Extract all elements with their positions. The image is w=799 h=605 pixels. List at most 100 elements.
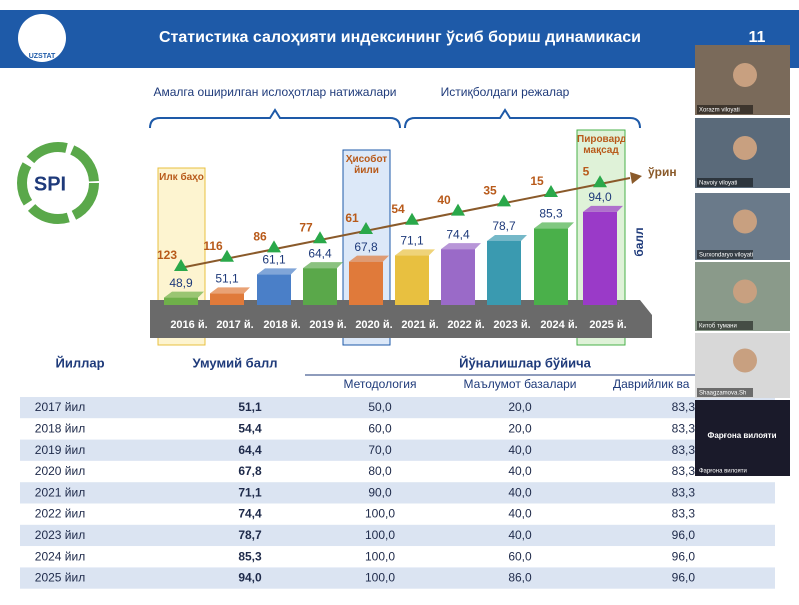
- spi-text: SPI: [34, 173, 66, 195]
- table-header: Умумий балл: [193, 355, 278, 370]
- report-label: Ҳисобот йили: [345, 154, 388, 176]
- name-tag: [697, 388, 753, 397]
- x-tick-label: 2024 й.: [540, 319, 577, 331]
- rank-label: 35: [483, 184, 497, 198]
- past-label: Амалга оширилган ислоҳотлар натижалари: [153, 85, 396, 99]
- rank-label: 86: [253, 230, 267, 244]
- table-row: [20, 397, 775, 419]
- rank-marker: [220, 249, 234, 262]
- bar: [257, 274, 291, 305]
- table-cell: 83,3: [672, 443, 696, 457]
- table-cell: 54,4: [238, 421, 262, 435]
- table-subheader: Маълумот базалари: [463, 377, 576, 391]
- logo: [18, 14, 66, 62]
- participant-name: Фарғона вилояти: [699, 469, 747, 475]
- table-row: [20, 439, 775, 461]
- value-label: 61,1: [262, 253, 286, 267]
- bar: [441, 249, 475, 305]
- first-fo: Илк баҳо: [159, 172, 204, 183]
- bar: [210, 293, 244, 305]
- x-tick-label: 2022 й.: [447, 319, 484, 331]
- table-cell: 96,0: [672, 571, 696, 585]
- value-label: 64,4: [308, 246, 332, 260]
- table-header: Йиллар: [55, 355, 104, 370]
- participant-face: [733, 348, 757, 373]
- x-tick-label: 2017 й.: [216, 319, 253, 331]
- table-row: [20, 418, 775, 440]
- table-cell: 83,3: [672, 464, 696, 478]
- table-cell: 70,0: [368, 443, 392, 457]
- value-label: 85,3: [539, 207, 563, 221]
- table-cell: 94,0: [238, 571, 262, 585]
- participant-face: [733, 279, 757, 304]
- table-row: [20, 567, 775, 589]
- bar-top: [257, 268, 297, 275]
- table-cell: 67,8: [238, 464, 262, 478]
- participant-name: Shaagzamova.Sh: [699, 391, 746, 397]
- x-tick-label: 2018 й.: [263, 319, 300, 331]
- table-cell: 20,0: [508, 400, 532, 414]
- table-subheader: Методология: [344, 377, 417, 391]
- x-tick-label: 2020 й.: [355, 319, 392, 331]
- brace: [149, 108, 401, 129]
- rank-label: 54: [391, 202, 405, 216]
- name-tag: [697, 321, 753, 330]
- participant-name: Navoiy viloyati: [699, 181, 737, 187]
- bar-top: [534, 222, 574, 229]
- spi-ring: [17, 142, 99, 224]
- bar: [534, 228, 568, 305]
- name-tag: [697, 178, 753, 187]
- rank-marker: [359, 222, 373, 234]
- participant-face: [733, 136, 757, 160]
- table-cell: 50,0: [368, 400, 392, 414]
- rank-marker: [405, 212, 419, 225]
- bar-top: [210, 287, 250, 294]
- table-cell: 2020 йил: [35, 464, 85, 478]
- bar-top: [487, 234, 527, 241]
- table-cell: 64,4: [238, 443, 262, 457]
- x-tick-label: 2023 й.: [493, 319, 530, 331]
- table-cell: 2022 йил: [35, 507, 85, 521]
- x-tick-label: 2025 й.: [589, 319, 626, 331]
- table-cell: 100,0: [365, 528, 395, 542]
- table-cell: 40,0: [508, 485, 532, 499]
- rank-label: 40: [437, 193, 451, 207]
- value-label: 94,0: [588, 190, 612, 204]
- table-header: Йўналишлар бўйича: [459, 355, 592, 370]
- value-label: 51,1: [215, 272, 239, 286]
- table-cell: 2021 йил: [35, 485, 85, 499]
- bar-top: [441, 243, 481, 250]
- bar: [583, 211, 617, 305]
- value-label: 71,1: [400, 234, 424, 248]
- goal-label: Пировард мақсад: [577, 134, 625, 156]
- page-number: 11: [749, 29, 766, 46]
- table-cell: 100,0: [365, 571, 395, 585]
- bar: [395, 255, 429, 305]
- brace: [404, 108, 641, 129]
- table-cell: 96,0: [672, 549, 696, 563]
- table-row: [20, 482, 775, 504]
- bar-top: [349, 255, 389, 262]
- bar-top: [164, 291, 204, 298]
- logo-text: UZSTAT: [29, 53, 56, 60]
- table-row: [20, 460, 775, 483]
- table-cell: 51,1: [238, 400, 262, 414]
- bar-top: [583, 205, 623, 212]
- value-label: 78,7: [492, 219, 516, 233]
- table-cell: 86,0: [508, 571, 532, 585]
- name-tag: [697, 105, 753, 114]
- participant-name: Фарғона вилояти: [708, 431, 777, 440]
- table-cell: 83,3: [672, 421, 696, 435]
- table-cell: 2017 йил: [35, 400, 85, 414]
- rank-label: 5: [583, 164, 590, 178]
- name-tag: [697, 250, 753, 259]
- first-label: Илк баҳо: [159, 172, 204, 183]
- arrow-head: [630, 172, 642, 184]
- x-tick-label: 2016 й.: [170, 319, 207, 331]
- bar: [303, 268, 337, 305]
- table-rows: 2017 йил 51,1 50,0 20,0 83,3 2018 йил 54,4 60,0…: [20, 397, 775, 589]
- rank-label: 77: [299, 220, 313, 234]
- table-cell: 83,3: [672, 485, 696, 499]
- table-cell: 85,3: [238, 549, 262, 563]
